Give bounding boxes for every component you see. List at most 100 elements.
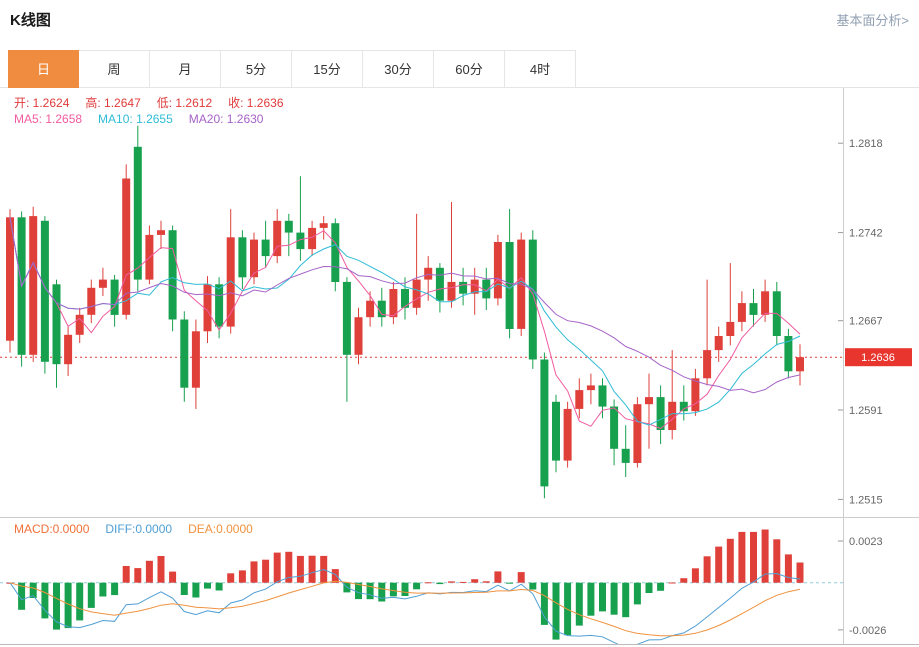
- candle-body: [52, 284, 61, 365]
- candle-body: [633, 404, 642, 463]
- svg-text:1.2636: 1.2636: [861, 352, 895, 364]
- candle-body: [424, 267, 433, 280]
- candle-body: [459, 281, 468, 294]
- candle-body: [110, 279, 119, 315]
- kline-chart-area: 开: 1.2624 高: 1.2647 低: 1.2612 收: 1.2636 …: [0, 88, 919, 645]
- candle-body: [482, 279, 491, 299]
- high-value: 高: 1.2647: [85, 96, 141, 110]
- candle-body: [528, 239, 537, 360]
- candle-body: [737, 303, 746, 322]
- ma5-line: [9, 217, 801, 430]
- candle-body: [645, 397, 653, 405]
- candle-body: [401, 289, 409, 308]
- y-axis-label: 1.2515: [849, 494, 883, 506]
- y-axis-label: 1.2667: [849, 316, 883, 328]
- fundamental-analysis-link[interactable]: 基本面分析>: [836, 12, 909, 28]
- candle-body: [284, 220, 293, 233]
- candle-body: [714, 336, 723, 351]
- candle-body: [157, 230, 165, 235]
- candle-body: [98, 279, 107, 288]
- last-price-tag: 1.2636: [845, 348, 912, 367]
- candle-body: [703, 350, 712, 379]
- y-axis-label: 1.2818: [849, 138, 883, 150]
- macd-histogram: [6, 529, 804, 640]
- ma10-value: MA10: 1.2655: [98, 112, 173, 126]
- y-axis-label: 1.2742: [849, 228, 883, 240]
- candle-body: [122, 178, 131, 315]
- candle-body: [668, 401, 677, 430]
- candle-body: [366, 300, 375, 318]
- tab-4hour[interactable]: 4时: [505, 50, 576, 88]
- candle-body: [493, 242, 502, 299]
- ma20-line: [9, 217, 801, 394]
- candle-body: [354, 317, 363, 355]
- tab-month[interactable]: 月: [150, 50, 221, 88]
- ma-info: MA5: 1.2658 MA10: 1.2655 MA20: 1.2630: [14, 112, 263, 126]
- tab-60min[interactable]: 60分: [434, 50, 505, 88]
- candle-body: [250, 239, 258, 278]
- diff-value: DIFF:0.0000: [105, 522, 173, 536]
- candle-body: [470, 279, 479, 294]
- candle-body: [435, 267, 444, 301]
- candle-body: [505, 242, 514, 329]
- macd-value: MACD:0.0000: [14, 522, 90, 536]
- low-value: 低: 1.2612: [156, 96, 213, 110]
- candle-body: [796, 357, 804, 372]
- candle-body: [656, 397, 665, 430]
- candle-body: [563, 408, 572, 461]
- candle-body: [586, 385, 595, 391]
- candles: [6, 125, 804, 499]
- tab-30min[interactable]: 30分: [363, 50, 434, 88]
- candle-body: [679, 401, 688, 412]
- candle-body: [552, 401, 560, 461]
- candle-body: [261, 239, 270, 257]
- candle-body: [389, 289, 398, 318]
- candle-body: [87, 287, 96, 315]
- tab-15min[interactable]: 15分: [292, 50, 363, 88]
- candle-body: [598, 385, 607, 407]
- tab-week[interactable]: 周: [79, 50, 150, 88]
- ohlc-info: 开: 1.2624 高: 1.2647 低: 1.2612 收: 1.2636: [14, 94, 284, 111]
- candle-body: [377, 300, 386, 318]
- candle-body: [238, 237, 247, 278]
- candle-body: [412, 279, 421, 308]
- candle-body: [610, 406, 619, 449]
- tab-5min[interactable]: 5分: [221, 50, 292, 88]
- candle-body: [691, 378, 700, 412]
- candle-body: [191, 331, 200, 388]
- candle-body: [621, 448, 630, 463]
- candle-body: [75, 314, 84, 335]
- candle-body: [319, 223, 328, 228]
- page-title: K线图: [10, 11, 51, 29]
- candle-body: [40, 220, 49, 362]
- interval-tabbar: 日 周 月 5分 15分 30分 60分 4时: [0, 50, 919, 88]
- candle-body: [447, 281, 456, 301]
- candle-body: [203, 284, 212, 332]
- candlestick-chart[interactable]: 1.2818 1.2742 1.2667 1.2591 1.2515 1.2636: [0, 88, 919, 517]
- candle-body: [726, 321, 735, 336]
- candle-body: [331, 223, 340, 282]
- macd-axis-label: -0.0026: [849, 625, 886, 637]
- candle-body: [749, 303, 758, 315]
- macd-info: MACD:0.0000 DIFF:0.0000 DEA:0.0000: [14, 522, 253, 536]
- tab-day[interactable]: 日: [8, 50, 79, 88]
- macd-panel[interactable]: 0.0023 -0.0026: [0, 517, 919, 645]
- open-value: 开: 1.2624: [14, 96, 70, 110]
- candle-body: [273, 220, 282, 257]
- candle-body: [784, 336, 793, 372]
- candle-body: [64, 334, 73, 365]
- candle-body: [761, 291, 770, 315]
- macd-axis-label: 0.0023: [849, 536, 883, 548]
- candle-body: [296, 232, 305, 250]
- diff-line: [9, 568, 801, 645]
- ma20-value: MA20: 1.2630: [188, 112, 264, 126]
- candle-body: [133, 146, 142, 280]
- candle-body: [575, 390, 584, 409]
- candle-body: [180, 319, 189, 388]
- y-axis-label: 1.2591: [849, 405, 883, 417]
- dea-value: DEA:0.0000: [188, 522, 253, 536]
- candle-body: [29, 216, 38, 355]
- dea-line: [9, 580, 801, 637]
- candle-body: [215, 284, 224, 327]
- candle-body: [342, 281, 351, 355]
